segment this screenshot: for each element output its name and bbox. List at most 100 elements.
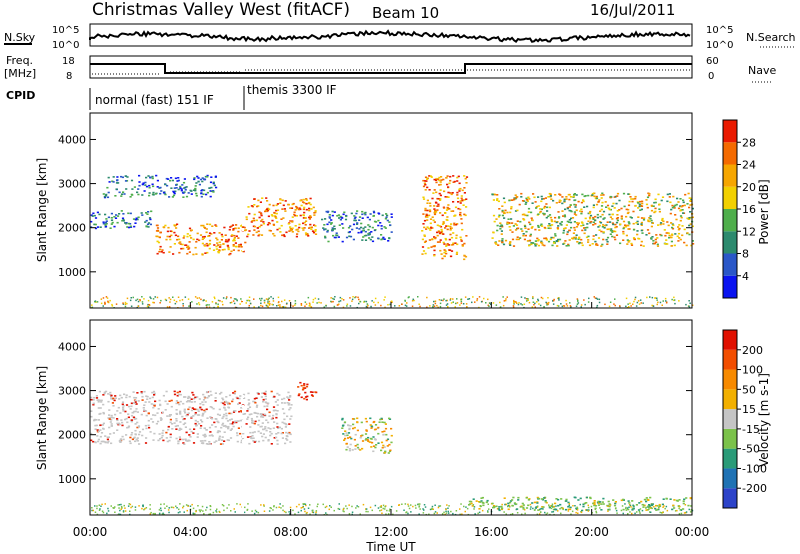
echo-cell xyxy=(232,421,235,423)
echo-cell xyxy=(150,511,152,514)
echo-cell xyxy=(434,511,437,513)
echo-cell xyxy=(215,225,218,227)
echo-cell xyxy=(202,193,205,195)
echo-cell xyxy=(688,233,691,236)
echo-cell xyxy=(557,211,560,213)
echo-cell xyxy=(310,306,313,308)
echo-cell xyxy=(634,296,637,299)
echo-cell xyxy=(288,230,291,232)
echo-cell xyxy=(136,411,139,413)
echo-cell xyxy=(663,229,666,231)
echo-cell xyxy=(130,402,133,405)
echo-cell xyxy=(470,500,473,503)
echo-cell xyxy=(272,233,275,235)
echo-cell xyxy=(124,418,127,421)
echo-cell xyxy=(673,299,676,301)
echo-cell xyxy=(245,423,248,425)
echo-cell xyxy=(215,440,218,442)
echo-cell xyxy=(232,229,235,231)
echo-cell xyxy=(164,507,166,509)
echo-cell xyxy=(122,191,125,193)
echo-cell xyxy=(268,304,271,306)
echo-cell xyxy=(686,232,689,234)
echo-cell xyxy=(563,305,566,307)
echo-cell xyxy=(267,421,270,424)
echo-cell xyxy=(144,410,148,412)
echo-cell xyxy=(177,440,180,443)
echo-cell xyxy=(609,504,612,506)
echo-cell xyxy=(165,390,168,393)
echo-cell xyxy=(118,423,121,426)
echo-cell xyxy=(450,302,453,304)
echo-cell xyxy=(592,218,595,220)
echo-cell xyxy=(384,506,386,508)
echo-cell xyxy=(266,405,269,407)
echo-cell xyxy=(179,400,182,403)
echo-cell xyxy=(443,255,446,258)
echo-cell xyxy=(446,183,449,186)
echo-cell xyxy=(250,221,253,223)
echo-cell xyxy=(282,204,285,207)
echo-cell xyxy=(217,421,220,424)
echo-cell xyxy=(129,223,132,225)
echo-cell xyxy=(360,435,363,437)
echo-cell xyxy=(555,508,557,510)
echo-cell xyxy=(636,511,638,513)
echo-cell xyxy=(601,213,604,216)
echo-cell xyxy=(380,234,383,236)
echo-cell xyxy=(570,513,572,515)
echo-cell xyxy=(389,224,392,226)
echo-cell xyxy=(672,224,675,226)
echo-cell xyxy=(221,300,223,303)
echo-cell xyxy=(573,203,576,206)
echo-cell xyxy=(666,243,669,245)
echo-cell xyxy=(129,225,132,228)
echo-cell xyxy=(678,513,681,515)
echo-cell xyxy=(147,222,151,224)
echo-cell xyxy=(351,449,354,451)
echo-cell xyxy=(491,237,494,239)
echo-cell xyxy=(175,400,178,402)
echo-cell xyxy=(115,182,119,184)
echo-cell xyxy=(377,301,379,304)
echo-cell xyxy=(192,442,196,444)
echo-cell xyxy=(280,427,283,430)
echo-cell xyxy=(657,508,660,511)
echo-cell xyxy=(537,213,540,215)
echo-cell xyxy=(281,398,284,401)
echo-cell xyxy=(627,508,630,511)
echo-cell xyxy=(168,439,171,442)
echo-cell xyxy=(369,238,372,241)
echo-cell xyxy=(614,304,616,307)
echo-cell xyxy=(626,507,629,509)
echo-cell xyxy=(279,198,282,201)
echo-cell xyxy=(218,438,221,440)
echo-cell xyxy=(233,239,236,242)
echo-cell xyxy=(296,228,299,231)
echo-cell xyxy=(257,440,261,443)
echo-cell xyxy=(232,244,235,246)
echo-cell xyxy=(674,302,676,305)
echo-cell xyxy=(452,181,455,183)
echo-region xyxy=(491,192,695,247)
echo-cell xyxy=(334,296,336,298)
echo-cell xyxy=(551,224,554,226)
echo-cell xyxy=(221,249,224,251)
echo-cell xyxy=(127,505,130,507)
echo-cell xyxy=(656,243,659,246)
echo-cell xyxy=(619,223,622,225)
echo-cell xyxy=(268,208,271,210)
echo-cell xyxy=(272,204,275,207)
echo-cell xyxy=(560,224,563,226)
echo-cell xyxy=(473,508,475,510)
echo-cell xyxy=(603,217,606,219)
echo-cell xyxy=(127,222,130,225)
echo-cell xyxy=(516,512,519,514)
echo-cell xyxy=(351,300,353,302)
echo-cell xyxy=(176,238,179,241)
echo-cell xyxy=(496,229,499,232)
echo-cell xyxy=(447,191,450,194)
echo-cell xyxy=(390,434,393,437)
echo-cell xyxy=(124,510,127,512)
echo-cell xyxy=(292,305,294,307)
